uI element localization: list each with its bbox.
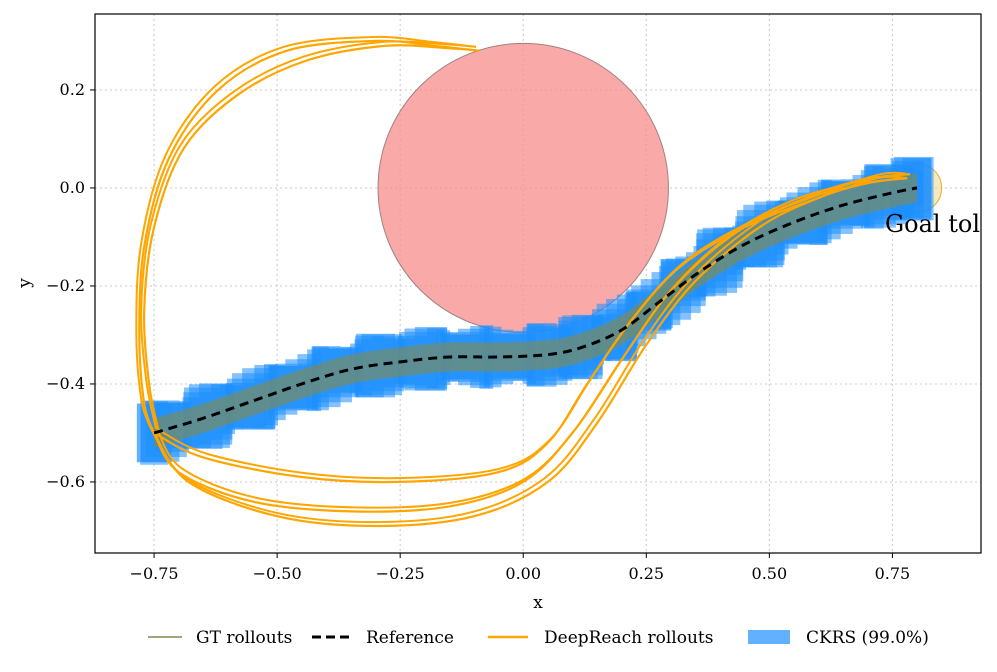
deepreach-rollouts-layer	[135, 35, 911, 528]
x-tick-label: −0.50	[253, 564, 302, 583]
x-tick-label: 0.00	[505, 564, 541, 583]
y-tick-label: −0.2	[46, 276, 85, 295]
legend: GT rollouts Reference DeepReach rollouts CK…	[148, 628, 929, 648]
obstacle-layer	[377, 42, 669, 333]
gt-rollout	[153, 184, 918, 433]
y-axis-label: y	[15, 278, 35, 289]
gt-rollout	[153, 195, 918, 444]
deepreach-rollout	[156, 173, 911, 509]
obstacle-circle	[377, 42, 669, 333]
reference-layer	[153, 186, 918, 435]
deepreach-rollout	[135, 35, 477, 430]
axes-frame	[94, 13, 982, 554]
gt-rollout	[153, 193, 918, 442]
deepreach-rollout	[142, 44, 479, 434]
y-tick-label: 0.0	[60, 178, 85, 197]
x-tick-label: 0.25	[628, 564, 664, 583]
x-tick-label: −0.25	[376, 564, 425, 583]
deepreach-rollout	[140, 40, 477, 430]
x-axis-label: x	[533, 593, 543, 613]
legend-label: GT rollouts	[196, 628, 292, 648]
legend-label: Reference	[366, 628, 454, 648]
goal-label: Goal tol	[885, 210, 980, 238]
gt-rollout	[153, 188, 918, 437]
gt-rollout	[153, 199, 918, 448]
legend-label: DeepReach rollouts	[544, 628, 713, 648]
legend-swatch-ckrs	[748, 630, 790, 644]
y-ticks: 0.2 0.0 −0.2 −0.4 −0.6	[46, 80, 95, 491]
x-ticks: −0.75 −0.50 −0.25 0.00 0.25 0.50 0.75	[130, 553, 911, 583]
x-tick-label: 0.75	[875, 564, 911, 583]
gt-rollout	[153, 190, 918, 439]
x-tick-label: −0.75	[130, 564, 179, 583]
gt-rollouts-layer	[153, 173, 918, 448]
gt-rollout	[153, 177, 918, 426]
y-tick-label: 0.2	[60, 80, 85, 99]
reference-path	[153, 186, 918, 435]
gt-rollout	[153, 179, 918, 428]
deepreach-rollout	[150, 173, 905, 524]
gt-rollout	[153, 182, 918, 430]
y-tick-label: −0.6	[46, 472, 85, 491]
gt-rollout	[153, 197, 918, 446]
x-tick-label: 0.50	[752, 564, 788, 583]
deepreach-rollout	[156, 171, 911, 480]
legend-label: CKRS (99.0%)	[806, 628, 929, 648]
gt-rollout	[153, 175, 918, 424]
y-tick-label: −0.4	[46, 374, 85, 393]
ckrs-end-box	[911, 170, 923, 206]
